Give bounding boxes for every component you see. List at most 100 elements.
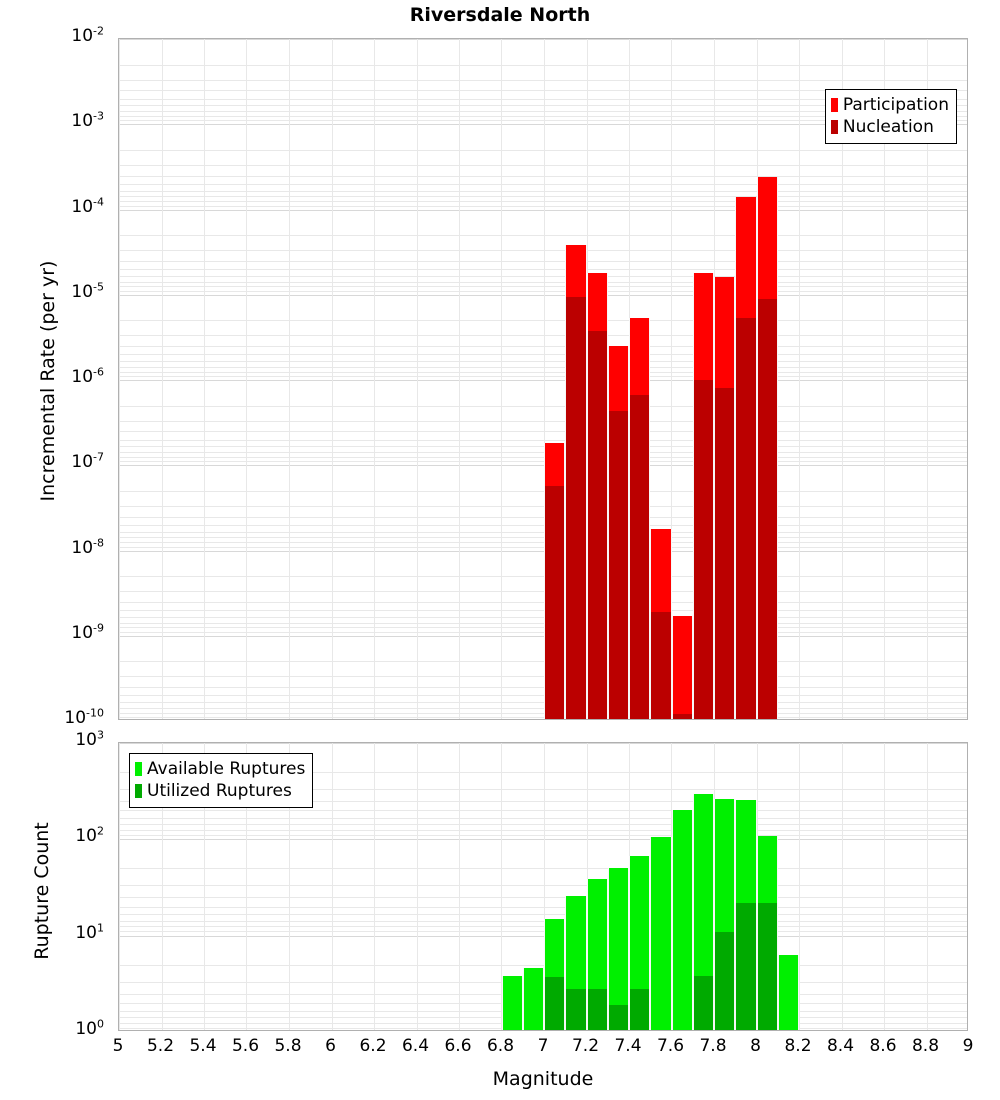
x-axis-tick-label: 8.4 <box>826 1036 855 1056</box>
grid-line-horizontal <box>119 602 967 603</box>
legend-label: Available Ruptures <box>147 758 306 779</box>
grid-line-horizontal <box>119 406 967 407</box>
grid-line-horizontal <box>119 269 967 270</box>
legend-swatch-icon <box>830 120 838 134</box>
grid-line-horizontal <box>119 676 967 677</box>
grid-line-horizontal <box>119 931 967 932</box>
y-axis-tick: 103 <box>0 728 112 750</box>
grid-line-vertical <box>501 39 502 719</box>
x-axis-tick-label: 9 <box>962 1036 974 1056</box>
grid-line-horizontal <box>119 907 967 908</box>
bar-available <box>671 810 693 1030</box>
x-axis-tick-label: 7.8 <box>699 1036 727 1056</box>
grid-line-vertical <box>204 39 205 719</box>
bar-nucleation <box>714 388 736 719</box>
bar-nucleation <box>565 296 587 719</box>
grid-line-horizontal <box>119 547 967 548</box>
grid-line-horizontal <box>119 885 967 886</box>
grid-line-horizontal <box>119 713 967 714</box>
grid-line-horizontal <box>119 717 967 718</box>
bar-nucleation <box>692 380 714 719</box>
bar-available <box>629 856 651 1030</box>
grid-line-horizontal <box>119 124 967 125</box>
grid-line-horizontal <box>119 551 967 552</box>
grid-line-horizontal <box>119 291 967 292</box>
y-axis-tick-label: 10-10 <box>64 706 104 728</box>
grid-line-horizontal <box>119 576 967 577</box>
y-axis-tick: 10-6 <box>0 365 112 387</box>
bar-utilized <box>607 1005 629 1030</box>
grid-line-vertical <box>842 39 843 719</box>
grid-line-vertical <box>289 39 290 719</box>
x-axis-tick-label: 7.4 <box>614 1036 642 1056</box>
x-axis-tick-label: 8.2 <box>784 1036 812 1056</box>
grid-line-horizontal <box>119 525 967 526</box>
x-axis-tick-label: 6.4 <box>401 1036 430 1056</box>
x-axis-tick-label: 8 <box>750 1036 761 1056</box>
grid-line-vertical <box>842 743 843 1030</box>
grid-line-vertical <box>246 743 247 1030</box>
grid-line-horizontal <box>119 661 967 662</box>
grid-line-horizontal <box>119 465 967 466</box>
grid-line-horizontal <box>119 367 967 368</box>
grid-line-vertical <box>204 743 205 1030</box>
grid-line-vertical <box>332 743 333 1030</box>
grid-line-horizontal <box>119 830 967 831</box>
grid-line-horizontal <box>119 90 967 91</box>
grid-line-horizontal <box>119 346 967 347</box>
grid-line-horizontal <box>119 261 967 262</box>
y-axis-tick-label: 10-5 <box>71 280 104 302</box>
y-axis-tick-label: 10-7 <box>71 450 104 473</box>
grid-line-vertical <box>544 743 545 1030</box>
grid-line-horizontal <box>119 184 967 185</box>
grid-line-horizontal <box>119 196 967 197</box>
x-axis-tick-label: 7.2 <box>571 1036 600 1056</box>
grid-line-horizontal <box>119 176 967 177</box>
y-axis-tick: 10-7 <box>0 450 112 473</box>
y-axis-tick: 10-9 <box>0 622 112 642</box>
grid-line-horizontal <box>119 743 967 744</box>
grid-line-horizontal <box>119 250 967 251</box>
y-axis-tick-label: 100 <box>75 1017 104 1039</box>
grid-line-horizontal <box>119 897 967 898</box>
y-axis-tick: 100 <box>0 1017 112 1039</box>
bottom-y-axis-title: Rupture Count <box>31 822 53 960</box>
grid-line-vertical <box>501 743 502 1030</box>
grid-line-horizontal <box>119 282 967 283</box>
legend-label: Nucleation <box>842 116 934 137</box>
x-axis-tick-label: 5 <box>112 1036 124 1056</box>
grid-line-horizontal <box>119 99 967 100</box>
grid-line-horizontal <box>119 921 967 922</box>
y-axis-tick-label: 10-2 <box>71 24 104 46</box>
bar-nucleation <box>756 299 778 719</box>
grid-line-horizontal <box>119 708 967 709</box>
grid-line-horizontal <box>119 354 967 355</box>
grid-line-horizontal <box>119 461 967 462</box>
grid-line-horizontal <box>119 591 967 592</box>
legend-swatch-icon <box>830 98 838 112</box>
bar-nucleation <box>735 318 757 719</box>
y-axis-tick-label: 101 <box>75 921 104 943</box>
top-legend-row: Nucleation <box>830 116 949 138</box>
y-axis-tick-label: 10-6 <box>71 365 104 387</box>
x-axis-tick-label: 5.8 <box>274 1036 302 1056</box>
grid-line-horizontal <box>119 636 967 637</box>
top-plot-legend: Participation Nucleation <box>824 89 957 144</box>
bar-available <box>522 968 544 1030</box>
bar-nucleation <box>607 411 629 719</box>
y-axis-tick: 10-8 <box>0 537 112 557</box>
grid-line-horizontal <box>119 801 967 802</box>
grid-line-horizontal <box>119 440 967 441</box>
grid-line-horizontal <box>119 506 967 507</box>
y-axis-tick-label: 103 <box>75 728 104 750</box>
grid-line-horizontal <box>119 111 967 112</box>
x-axis-tick-label: 6 <box>325 1036 336 1056</box>
bar-available <box>777 954 799 1030</box>
grid-line-horizontal <box>119 201 967 202</box>
y-axis-tick: 10-2 <box>0 24 112 46</box>
grid-line-horizontal <box>119 446 967 447</box>
grid-line-horizontal <box>119 926 967 927</box>
grid-line-horizontal <box>119 286 967 287</box>
grid-line-vertical <box>799 39 800 719</box>
grid-line-horizontal <box>119 116 967 117</box>
